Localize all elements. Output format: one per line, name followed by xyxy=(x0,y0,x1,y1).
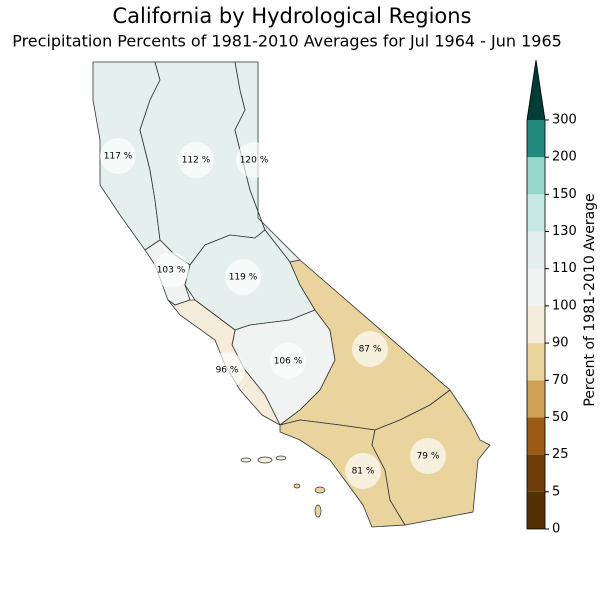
colorbar-bin xyxy=(527,231,545,269)
colorbar-bin xyxy=(527,343,545,381)
region-label: 96 % xyxy=(216,366,239,376)
colorbar-bin xyxy=(527,305,545,344)
label-bubble xyxy=(178,142,214,178)
colorbar-tick-label: 150 xyxy=(552,187,577,202)
island xyxy=(275,455,287,461)
colorbar-tick-label: 200 xyxy=(552,150,577,165)
colorbar-bin xyxy=(527,194,545,232)
colorbar-bin xyxy=(527,268,545,306)
island xyxy=(240,457,252,463)
region-label: 106 % xyxy=(274,357,303,367)
region-label: 79 % xyxy=(417,452,440,462)
colorbar-tick-label: 70 xyxy=(552,373,569,388)
colorbar-bin xyxy=(527,491,545,529)
colorbar-bin xyxy=(527,120,545,158)
colorbar-label: Percent of 1981-2010 Average xyxy=(582,193,598,406)
colorbar-tick-label: 25 xyxy=(552,447,569,462)
label-bubble xyxy=(270,343,306,379)
region xyxy=(234,61,301,263)
colorbar-bin xyxy=(527,454,545,492)
colorbar-frame xyxy=(526,59,546,530)
label-bubble xyxy=(410,438,446,474)
label-bubble xyxy=(236,142,272,178)
region-label: 112 % xyxy=(182,156,211,166)
colorbar-tick-label: 90 xyxy=(552,336,569,351)
subtitle: Precipitation Percents of 1981-2010 Aver… xyxy=(12,32,562,51)
colorbar-tick-label: 110 xyxy=(552,261,577,276)
colorbar-tick-label: 50 xyxy=(552,410,569,425)
islands xyxy=(240,455,326,518)
region-label: 81 % xyxy=(352,467,375,477)
colorbar-tick-label: 100 xyxy=(552,298,577,313)
label-bubble xyxy=(345,453,381,489)
colorbar-extension xyxy=(527,60,545,120)
label-bubble xyxy=(352,331,388,367)
island xyxy=(314,504,322,518)
colorbar-bin xyxy=(527,417,545,455)
region-label: 87 % xyxy=(359,345,382,355)
region-label: 120 % xyxy=(240,156,269,166)
colorbar-tick-label: 130 xyxy=(552,224,577,239)
colorbar-tick-label: 5 xyxy=(552,484,560,499)
colorbar-tick-label: 300 xyxy=(552,113,577,128)
island xyxy=(257,456,273,464)
region-label: 119 % xyxy=(229,273,258,283)
region-label: 103 % xyxy=(157,266,186,276)
label-bubble xyxy=(225,259,261,295)
colorbar-bin xyxy=(527,157,545,195)
label-bubble xyxy=(209,352,245,388)
label-bubble xyxy=(100,138,136,174)
colorbar-bin xyxy=(527,380,545,418)
label-bubble xyxy=(153,252,189,288)
island xyxy=(314,486,326,494)
region-label: 117 % xyxy=(104,152,133,162)
colorbar-tick-label: 0 xyxy=(552,522,560,537)
title: California by Hydrological Regions xyxy=(113,4,472,28)
island xyxy=(293,483,301,489)
